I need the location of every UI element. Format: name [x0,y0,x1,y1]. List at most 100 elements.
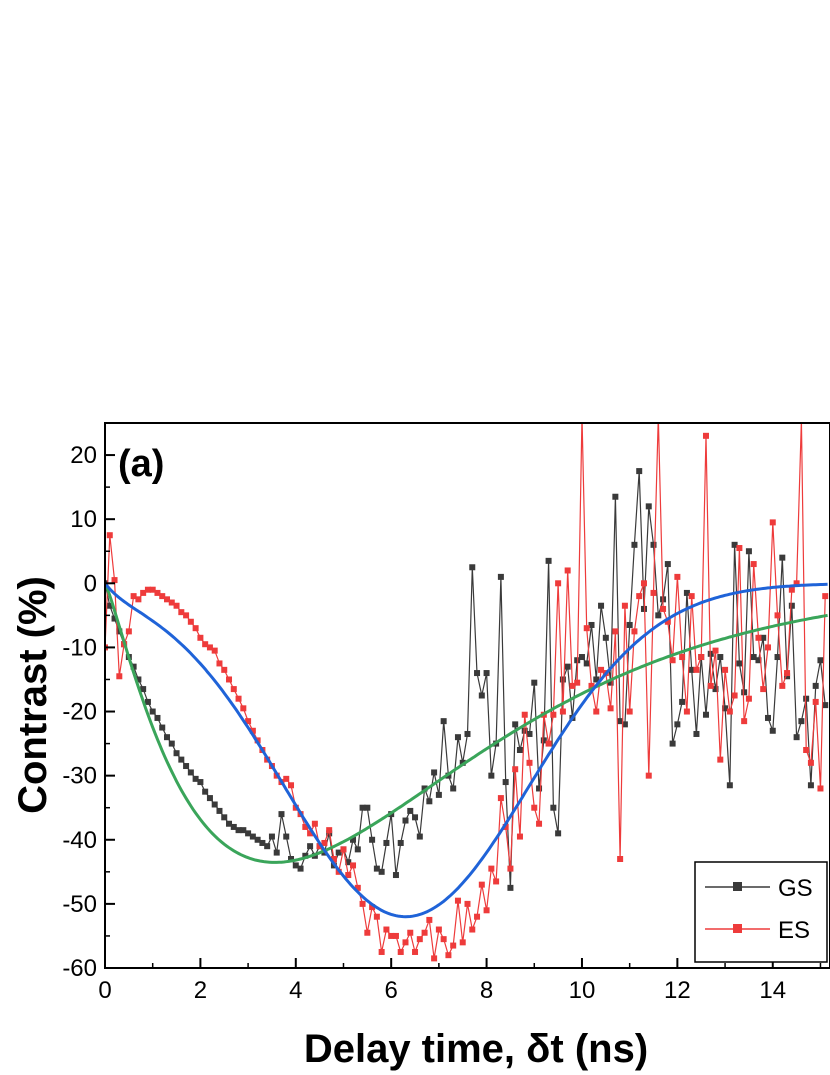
data-point-es [750,561,757,568]
data-point-gs [564,663,571,670]
legend-label-gs: GS [778,875,813,902]
data-point-es [579,414,585,420]
data-point-es [421,929,428,936]
data-point-es [302,823,309,830]
data-point-es [660,605,667,612]
data-point-es [493,878,500,885]
data-point-gs [292,862,299,869]
data-point-gs [502,779,509,786]
data-point-gs [526,730,533,737]
fit-curve-es [105,582,828,919]
data-point-gs [516,747,523,753]
data-point-gs [803,695,810,702]
data-point-gs [273,849,280,856]
data-point-es [793,580,800,587]
x-tick-label: 6 [385,977,398,1004]
data-point-es [216,660,223,667]
x-tick-label: 8 [480,977,493,1004]
data-point-es [478,881,485,888]
data-point-es [731,692,738,699]
data-point-es [617,856,624,862]
data-point-es [807,759,814,766]
data-point-gs [521,727,528,734]
data-point-es [741,718,748,725]
data-point-es [664,618,671,625]
data-point-es [106,532,113,539]
legend-box [694,861,828,963]
data-point-es [483,907,490,914]
data-point-es [288,782,295,789]
data-point-es [330,856,337,862]
data-point-gs [555,830,562,837]
data-point-gs [302,852,309,859]
data-point-gs [612,493,619,500]
data-point-gs [140,686,147,693]
data-point-gs [407,807,414,814]
data-point-gs [173,750,180,757]
legend-marker-es [733,924,742,933]
data-point-gs [640,605,647,612]
data-point-es [698,654,705,661]
data-point-gs [760,634,767,641]
data-point-gs [650,541,657,548]
data-point-es [307,830,314,837]
data-point-es [140,589,147,596]
data-point-es [764,644,771,651]
data-point-es [683,708,690,715]
data-point-es [340,846,347,853]
data-point-es [402,939,409,946]
data-point-gs [750,654,757,661]
data-point-es [593,708,600,715]
data-point-gs [202,788,209,795]
data-point-gs [717,654,724,661]
data-point-gs [674,721,681,728]
data-point-es [111,577,118,584]
data-point-es [550,711,557,718]
y-tick-label: -60 [62,955,97,982]
data-point-gs [712,686,719,693]
data-point-es [507,865,514,872]
y-tick-label: -40 [62,827,97,854]
data-point-gs [431,769,438,776]
data-point-gs [378,868,385,875]
data-point-es [450,942,457,949]
data-point-gs [731,541,738,548]
x-tick-label: 10 [569,977,596,1004]
data-point-gs [135,676,142,683]
data-point-gs [621,721,628,728]
data-point-es [612,628,619,635]
data-point-es [674,573,681,580]
data-point-gs [583,660,590,667]
data-point-gs [531,679,538,686]
data-point-gs [245,830,252,837]
data-point-es [722,666,729,673]
data-point-gs [536,785,543,792]
data-point-es [416,936,423,943]
data-point-gs [221,814,228,821]
data-point-es [388,932,395,939]
data-point-gs [474,670,481,677]
data-point-es [373,913,380,920]
data-point-gs [807,782,814,789]
data-point-gs [741,689,748,696]
data-point-es [822,593,829,600]
data-point-gs [402,817,409,824]
data-point-es [779,682,786,689]
data-point-gs [478,692,485,699]
x-tick-label: 4 [289,977,302,1004]
plot-frame [104,422,830,969]
y-tick-label: 10 [70,506,97,533]
data-point-gs [350,836,357,843]
data-point-gs [450,785,457,792]
data-point-gs [497,573,504,580]
data-point-es [564,567,571,574]
data-point-gs [149,708,156,715]
data-point-es [521,711,528,718]
data-point-es [183,612,190,619]
data-point-es [226,676,233,683]
data-point-gs [235,827,242,834]
data-point-gs [793,734,800,741]
data-point-gs [249,833,256,840]
data-point-es [235,695,242,702]
data-point-es [788,586,795,593]
